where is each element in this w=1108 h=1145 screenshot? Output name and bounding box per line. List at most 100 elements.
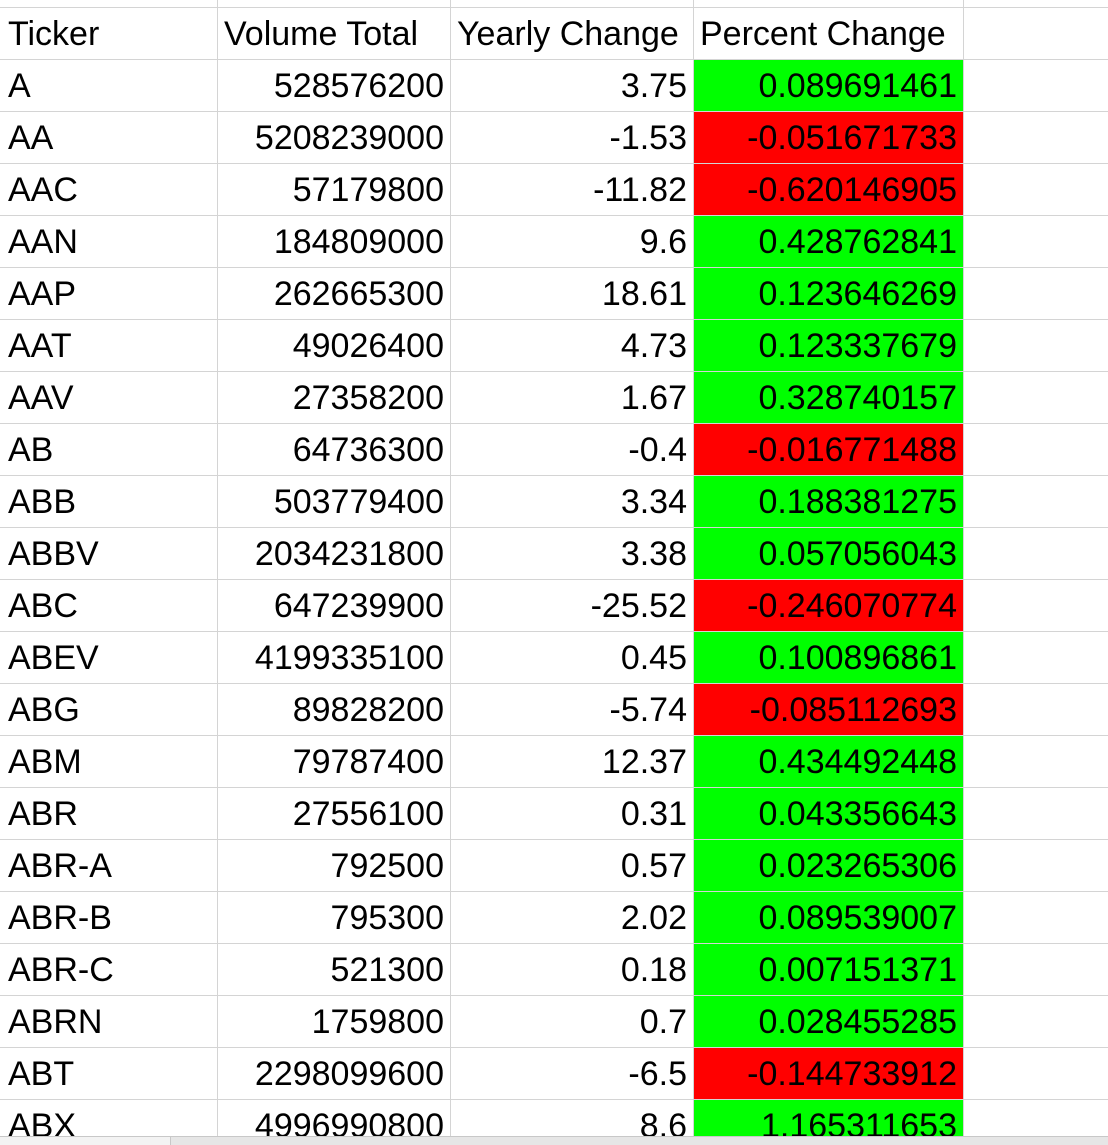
cell-yearly-change[interactable]: -25.52 — [451, 580, 694, 632]
cell-yearly-change[interactable]: 12.37 — [451, 736, 694, 788]
cell-percent-change[interactable]: 0.089539007 — [694, 892, 964, 944]
empty-cell[interactable] — [964, 112, 1108, 164]
cell-yearly-change[interactable]: -5.74 — [451, 684, 694, 736]
cell-yearly-change[interactable]: -1.53 — [451, 112, 694, 164]
cell-ticker[interactable]: ABBV — [0, 528, 218, 580]
cell-percent-change[interactable]: 0.434492448 — [694, 736, 964, 788]
empty-cell[interactable] — [964, 8, 1108, 60]
cell-volume-total[interactable]: 64736300 — [218, 424, 451, 476]
cell-percent-change[interactable]: 0.123337679 — [694, 320, 964, 372]
empty-cell[interactable] — [964, 684, 1108, 736]
cell-volume-total[interactable]: 1759800 — [218, 996, 451, 1048]
cell-yearly-change[interactable]: 0.18 — [451, 944, 694, 996]
empty-cell[interactable] — [964, 580, 1108, 632]
cell-yearly-change[interactable]: 3.38 — [451, 528, 694, 580]
cell-volume-total[interactable]: 5208239000 — [218, 112, 451, 164]
header-cell-volume-total[interactable]: Volume Total — [218, 8, 451, 60]
empty-cell[interactable] — [964, 372, 1108, 424]
cell-volume-total[interactable]: 521300 — [218, 944, 451, 996]
cell-ticker[interactable]: AA — [0, 112, 218, 164]
cell-yearly-change[interactable]: 0.57 — [451, 840, 694, 892]
empty-cell[interactable] — [964, 164, 1108, 216]
empty-cell[interactable] — [964, 632, 1108, 684]
empty-cell[interactable] — [964, 736, 1108, 788]
cell-percent-change[interactable]: 0.043356643 — [694, 788, 964, 840]
cell-yearly-change[interactable]: 2.02 — [451, 892, 694, 944]
header-cell-percent-change[interactable]: Percent Change — [694, 8, 964, 60]
cell-ticker[interactable]: ABG — [0, 684, 218, 736]
cell-yearly-change[interactable]: -6.5 — [451, 1048, 694, 1100]
empty-cell[interactable] — [964, 424, 1108, 476]
cell-volume-total[interactable]: 2034231800 — [218, 528, 451, 580]
cell-ticker[interactable]: ABR-B — [0, 892, 218, 944]
empty-cell[interactable] — [964, 320, 1108, 372]
empty-cell[interactable] — [964, 268, 1108, 320]
cell-ticker[interactable]: A — [0, 60, 218, 112]
empty-cell[interactable] — [964, 1048, 1108, 1100]
cell-volume-total[interactable]: 27358200 — [218, 372, 451, 424]
cell-ticker[interactable]: AAN — [0, 216, 218, 268]
cell-volume-total[interactable]: 795300 — [218, 892, 451, 944]
cell-volume-total[interactable]: 89828200 — [218, 684, 451, 736]
cell-percent-change[interactable]: 0.057056043 — [694, 528, 964, 580]
header-cell-yearly-change[interactable]: Yearly Change — [451, 8, 694, 60]
cell-ticker[interactable]: AB — [0, 424, 218, 476]
cell-yearly-change[interactable]: 4.73 — [451, 320, 694, 372]
cell-percent-change[interactable]: 0.188381275 — [694, 476, 964, 528]
cell-ticker[interactable]: ABM — [0, 736, 218, 788]
cell-volume-total[interactable]: 57179800 — [218, 164, 451, 216]
empty-cell[interactable] — [964, 216, 1108, 268]
cell-volume-total[interactable]: 503779400 — [218, 476, 451, 528]
cell-ticker[interactable]: ABEV — [0, 632, 218, 684]
empty-cell[interactable] — [964, 476, 1108, 528]
empty-cell[interactable] — [964, 996, 1108, 1048]
cell-ticker[interactable]: AAV — [0, 372, 218, 424]
cell-yearly-change[interactable]: 0.7 — [451, 996, 694, 1048]
cell-ticker[interactable]: AAT — [0, 320, 218, 372]
cell-volume-total[interactable]: 184809000 — [218, 216, 451, 268]
cell-percent-change[interactable]: 0.100896861 — [694, 632, 964, 684]
cell-percent-change[interactable]: -0.246070774 — [694, 580, 964, 632]
empty-cell[interactable] — [964, 60, 1108, 112]
cell-percent-change[interactable]: -0.051671733 — [694, 112, 964, 164]
cell-percent-change[interactable]: -0.620146905 — [694, 164, 964, 216]
cell-percent-change[interactable]: 0.328740157 — [694, 372, 964, 424]
cell-yearly-change[interactable]: 3.34 — [451, 476, 694, 528]
cell-yearly-change[interactable]: 0.31 — [451, 788, 694, 840]
cell-percent-change[interactable]: 0.123646269 — [694, 268, 964, 320]
cell-ticker[interactable]: ABB — [0, 476, 218, 528]
cell-ticker[interactable]: ABR-C — [0, 944, 218, 996]
cell-percent-change[interactable]: 0.023265306 — [694, 840, 964, 892]
cell-volume-total[interactable]: 528576200 — [218, 60, 451, 112]
cell-ticker[interactable]: ABC — [0, 580, 218, 632]
cell-volume-total[interactable]: 2298099600 — [218, 1048, 451, 1100]
empty-cell[interactable] — [964, 892, 1108, 944]
empty-cell[interactable] — [964, 840, 1108, 892]
cell-volume-total[interactable]: 647239900 — [218, 580, 451, 632]
cell-percent-change[interactable]: 0.089691461 — [694, 60, 964, 112]
cell-volume-total[interactable]: 262665300 — [218, 268, 451, 320]
cell-percent-change[interactable]: -0.016771488 — [694, 424, 964, 476]
cell-percent-change[interactable]: 0.007151371 — [694, 944, 964, 996]
cell-ticker[interactable]: AAP — [0, 268, 218, 320]
cell-ticker[interactable]: ABT — [0, 1048, 218, 1100]
cell-ticker[interactable]: ABR-A — [0, 840, 218, 892]
cell-percent-change[interactable]: 0.428762841 — [694, 216, 964, 268]
cell-ticker[interactable]: ABR — [0, 788, 218, 840]
cell-yearly-change[interactable]: 1.67 — [451, 372, 694, 424]
sheet-tab[interactable] — [0, 1137, 171, 1145]
cell-yearly-change[interactable]: -0.4 — [451, 424, 694, 476]
cell-yearly-change[interactable]: 9.6 — [451, 216, 694, 268]
cell-percent-change[interactable]: -0.144733912 — [694, 1048, 964, 1100]
cell-yearly-change[interactable]: 0.45 — [451, 632, 694, 684]
empty-cell[interactable] — [964, 944, 1108, 996]
cell-ticker[interactable]: ABRN — [0, 996, 218, 1048]
cell-volume-total[interactable]: 49026400 — [218, 320, 451, 372]
empty-cell[interactable] — [964, 788, 1108, 840]
header-cell-ticker[interactable]: Ticker — [0, 8, 218, 60]
cell-percent-change[interactable]: 0.028455285 — [694, 996, 964, 1048]
cell-volume-total[interactable]: 792500 — [218, 840, 451, 892]
cell-volume-total[interactable]: 27556100 — [218, 788, 451, 840]
cell-volume-total[interactable]: 79787400 — [218, 736, 451, 788]
cell-percent-change[interactable]: -0.085112693 — [694, 684, 964, 736]
